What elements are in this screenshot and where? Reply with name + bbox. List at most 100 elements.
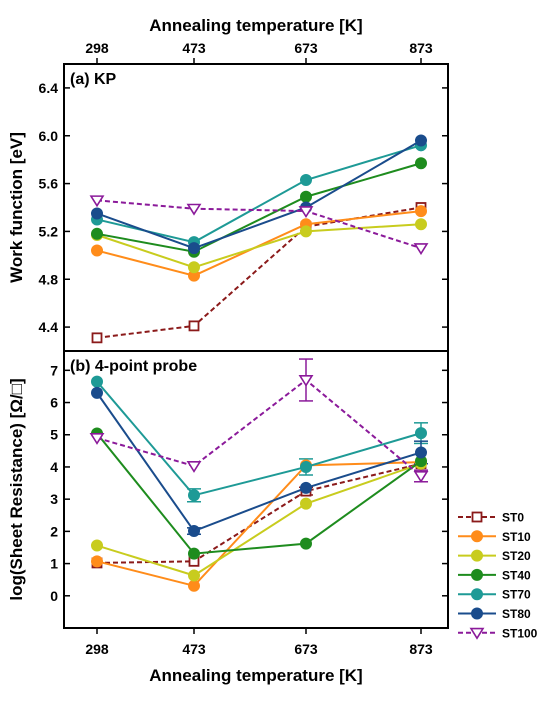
- legend-label-ST40: ST40: [502, 568, 531, 582]
- data-point-ST100: [186, 203, 202, 216]
- y-tick-label: 4.8: [39, 271, 59, 287]
- y-tick-label: 3: [50, 491, 58, 507]
- y-tick-label: 2: [50, 523, 58, 539]
- data-point-ST20: [415, 218, 427, 231]
- y-tick-label: 6.0: [39, 128, 59, 144]
- data-point-ST80: [471, 607, 483, 620]
- series-b-ST80: [91, 386, 427, 538]
- legend-item-ST100: ST100: [458, 626, 538, 640]
- series-b-ST20: [91, 457, 427, 582]
- data-point-ST80: [415, 134, 427, 147]
- data-point-ST80: [188, 242, 200, 255]
- y-tick-label: 5.6: [39, 176, 59, 192]
- data-point-ST20: [188, 569, 200, 582]
- panel-title-a: (a) KP: [70, 71, 117, 88]
- data-point-ST70: [300, 460, 312, 473]
- top-x-tick-label: 473: [182, 40, 206, 56]
- data-point-ST100: [469, 627, 485, 640]
- y-tick-label: 1: [50, 556, 58, 572]
- data-point-ST80: [91, 386, 103, 399]
- legend: ST0 ST10 ST20 ST40 ST70 ST80 ST100: [458, 511, 538, 640]
- series-b-ST100: [89, 374, 429, 483]
- data-point-ST40: [471, 568, 483, 581]
- legend-item-ST80: ST80: [458, 607, 531, 621]
- data-point-ST20: [471, 549, 483, 562]
- data-point-ST70: [300, 173, 312, 186]
- series-line-ST20: [96, 462, 422, 577]
- data-point-ST80: [300, 481, 312, 494]
- series-a-ST70: [91, 139, 427, 249]
- data-point-ST100: [298, 374, 314, 387]
- series-line-ST100: [96, 199, 422, 250]
- legend-label-ST70: ST70: [502, 588, 531, 602]
- data-point-ST10: [91, 555, 103, 568]
- top-x-axis-title: Annealing temperature [K]: [149, 16, 362, 35]
- legend-item-ST40: ST40: [458, 568, 531, 582]
- y-tick-label: 6.4: [39, 80, 59, 96]
- data-point-ST100: [89, 195, 105, 208]
- legend-label-ST80: ST80: [502, 607, 531, 621]
- series-line-ST70: [96, 380, 422, 497]
- y-tick-label: 0: [50, 588, 58, 604]
- y-tick-label: 4: [50, 459, 58, 475]
- panel-title-b: (b) 4-point probe: [70, 358, 197, 375]
- series-line-ST80: [96, 139, 422, 250]
- bottom-x-tick-label: 873: [409, 641, 433, 657]
- legend-item-ST0: ST0: [458, 511, 524, 525]
- series-line-ST10: [96, 461, 422, 587]
- y-tick-label: 4.4: [39, 319, 59, 335]
- legend-item-ST10: ST10: [458, 530, 531, 544]
- series-line-ST40: [96, 162, 422, 253]
- legend-label-ST0: ST0: [502, 511, 524, 525]
- series-a-ST80: [91, 134, 427, 255]
- bottom-x-axis-title: Annealing temperature [K]: [149, 666, 362, 685]
- data-point-ST10: [415, 205, 427, 218]
- series-b-ST40: [91, 427, 427, 560]
- data-point-ST0: [471, 511, 483, 523]
- series-line-ST80: [96, 392, 422, 533]
- data-point-ST20: [300, 497, 312, 510]
- data-point-ST80: [188, 525, 200, 538]
- data-point-ST40: [91, 227, 103, 240]
- series-b-ST0: [91, 458, 427, 569]
- legend-label-ST100: ST100: [502, 626, 538, 640]
- plot-layer: 2982984734736736738738734.44.85.25.66.06…: [7, 40, 449, 657]
- top-x-tick-label: 298: [85, 40, 109, 56]
- panel-frame-b: [63, 350, 449, 629]
- data-point-ST100: [413, 470, 429, 483]
- data-point-ST20: [300, 225, 312, 238]
- y-axis-title-b: log(Sheet Resistance) [Ω/□]: [7, 378, 26, 600]
- data-point-ST80: [415, 446, 427, 459]
- top-x-tick-label: 873: [409, 40, 433, 56]
- legend-item-ST70: ST70: [458, 588, 531, 602]
- data-point-ST100: [186, 460, 202, 473]
- data-point-ST40: [300, 537, 312, 550]
- data-point-ST40: [300, 190, 312, 203]
- data-point-ST10: [91, 244, 103, 257]
- data-point-ST100: [413, 243, 429, 256]
- y-axis-title-a: Work function [eV]: [7, 132, 26, 283]
- data-point-ST70: [471, 588, 483, 601]
- series-line-ST100: [96, 378, 422, 477]
- data-point-ST20: [91, 539, 103, 552]
- data-point-ST70: [188, 489, 200, 502]
- legend-item-ST20: ST20: [458, 549, 531, 563]
- data-point-ST10: [188, 579, 200, 592]
- legend-label-ST20: ST20: [502, 549, 531, 563]
- series-a-ST40: [91, 157, 427, 258]
- data-point-ST40: [415, 157, 427, 170]
- y-tick-label: 5.2: [39, 223, 59, 239]
- data-point-ST80: [91, 207, 103, 220]
- data-point-ST0: [188, 320, 200, 332]
- data-point-ST100: [89, 432, 105, 445]
- bottom-x-tick-label: 298: [85, 641, 109, 657]
- y-tick-label: 6: [50, 395, 58, 411]
- series-line-ST40: [96, 432, 422, 555]
- bottom-x-tick-label: 673: [294, 641, 318, 657]
- series-b-ST70: [91, 375, 427, 502]
- y-tick-label: 5: [50, 427, 58, 443]
- y-tick-label: 7: [50, 362, 58, 378]
- top-x-tick-label: 673: [294, 40, 318, 56]
- data-point-ST40: [188, 547, 200, 560]
